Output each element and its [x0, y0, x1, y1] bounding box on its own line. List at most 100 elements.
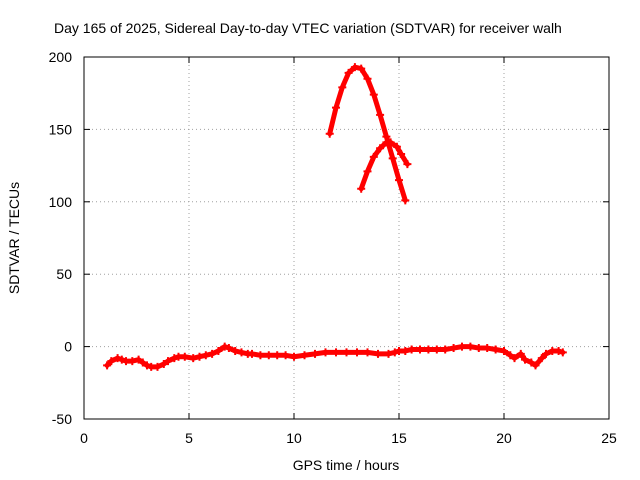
data-point	[357, 64, 366, 73]
data-point	[300, 351, 309, 360]
data-point	[332, 103, 340, 112]
data-point	[237, 348, 246, 357]
data-point	[510, 354, 519, 363]
data-point	[397, 150, 406, 159]
data-point	[441, 345, 450, 354]
data-point	[374, 349, 382, 358]
data-point	[338, 83, 347, 92]
data-point	[474, 344, 483, 353]
data-point	[231, 346, 240, 355]
x-tick-label: 15	[391, 430, 407, 446]
data-point	[290, 352, 298, 361]
y-tick-label: 150	[49, 121, 73, 137]
data-points	[103, 63, 567, 371]
data-point	[189, 354, 198, 363]
data-point	[208, 349, 217, 358]
y-tick-label: 0	[64, 339, 72, 355]
data-point	[395, 176, 403, 185]
data-point	[332, 348, 340, 357]
y-tick-label: 50	[56, 266, 72, 282]
data-point	[363, 348, 372, 357]
data-point	[483, 344, 492, 353]
data-point	[531, 361, 540, 370]
data-point	[201, 351, 210, 360]
data-point	[107, 357, 116, 366]
data-point	[384, 349, 393, 358]
data-point	[220, 342, 229, 351]
axes: 0 5 10 15 20 25 -50 0 50 100 150 200	[49, 49, 617, 446]
data-point	[153, 362, 162, 371]
data-point	[214, 346, 223, 355]
data-point	[390, 348, 399, 357]
data-point	[342, 348, 351, 357]
series-arc-2	[357, 138, 412, 193]
data-point	[325, 129, 334, 138]
data-point	[138, 358, 147, 367]
data-point	[516, 349, 525, 358]
data-point	[143, 361, 151, 370]
data-point	[128, 357, 137, 366]
grid-lines	[84, 57, 609, 419]
data-point	[224, 344, 233, 353]
x-tick-label: 10	[286, 430, 302, 446]
data-point	[256, 351, 265, 360]
data-point	[311, 349, 319, 358]
data-point	[113, 354, 122, 363]
data-point	[170, 354, 179, 363]
data-point	[500, 346, 508, 355]
data-point	[363, 167, 372, 176]
x-tick-label: 20	[496, 430, 512, 446]
data-point	[449, 344, 458, 353]
data-point	[264, 351, 273, 360]
data-point	[386, 138, 395, 147]
data-point	[376, 110, 385, 119]
data-point	[527, 358, 536, 367]
data-point	[369, 90, 378, 99]
data-point	[180, 352, 189, 361]
data-point	[542, 349, 550, 358]
data-point	[401, 196, 410, 205]
data-point	[134, 355, 143, 364]
x-tick-label: 0	[80, 430, 88, 446]
x-tick-label: 25	[601, 430, 617, 446]
data-point	[392, 142, 401, 151]
data-point	[103, 361, 112, 370]
data-point	[407, 345, 416, 354]
x-axis-label: GPS time / hours	[293, 457, 400, 473]
data-point	[350, 63, 359, 72]
data-point	[159, 359, 168, 368]
data-point	[344, 68, 353, 77]
data-point	[388, 154, 397, 163]
data-point	[416, 345, 424, 354]
data-point	[357, 184, 366, 193]
y-tick-label: -50	[52, 411, 72, 427]
data-point	[195, 352, 204, 361]
data-point	[403, 160, 412, 169]
data-point	[466, 342, 475, 351]
data-point	[353, 348, 361, 357]
data-point	[376, 144, 385, 153]
y-tick-label: 100	[49, 194, 73, 210]
data-point	[164, 357, 172, 366]
data-point	[273, 351, 282, 360]
data-point	[558, 348, 567, 357]
data-point	[401, 346, 410, 355]
data-point	[117, 355, 126, 364]
data-point	[458, 342, 466, 351]
data-point	[321, 348, 330, 357]
data-point	[506, 351, 515, 360]
chart-title: Day 165 of 2025, Sidereal Day-to-day VTE…	[54, 20, 562, 36]
x-tick-label: 5	[185, 430, 193, 446]
data-point	[363, 74, 372, 83]
data-point	[248, 349, 256, 358]
data-point	[369, 152, 378, 161]
data-point	[281, 351, 290, 360]
data-point	[521, 355, 529, 364]
series-arc-1	[325, 63, 410, 205]
data-point	[432, 345, 441, 354]
data-point	[537, 354, 546, 363]
data-point	[554, 346, 563, 355]
y-tick-label: 200	[49, 49, 73, 65]
series-baseline	[103, 342, 567, 371]
